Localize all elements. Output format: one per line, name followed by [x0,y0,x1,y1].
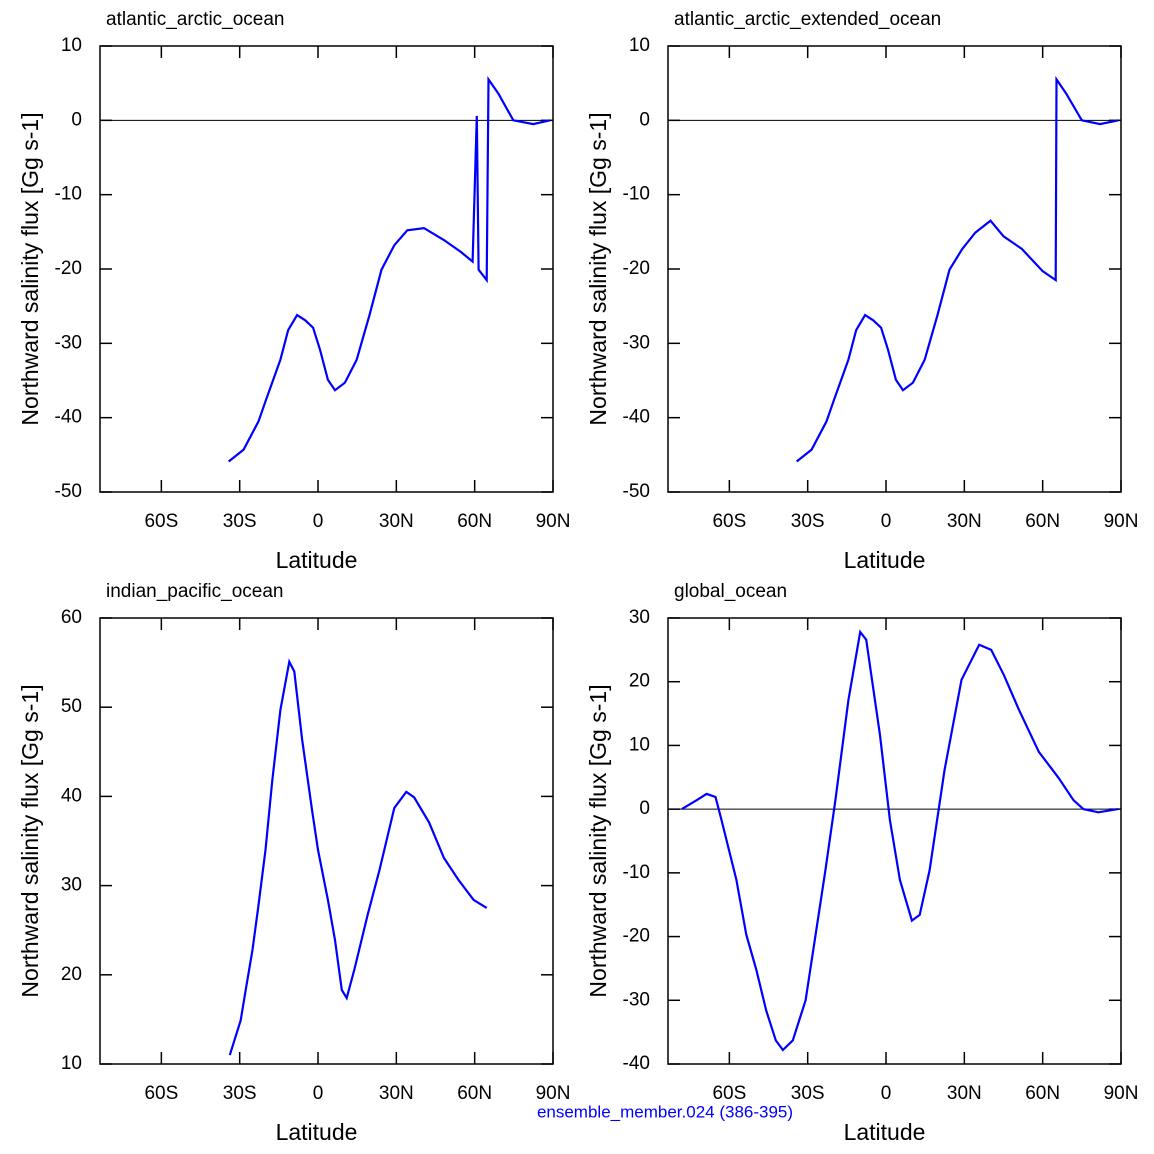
x-tick-label: 90N [1104,1083,1139,1104]
data-line [228,75,551,463]
x-tick-label: 60S [144,1083,178,1104]
y-tick-label: -40 [55,407,82,428]
y-tick-label: -10 [55,184,82,205]
x-tick-label: 0 [313,1083,324,1104]
annotation: ensemble_member.024 (386-395) [537,1102,793,1121]
y-tick-label: -30 [623,332,650,353]
y-axis-label: Northward salinity flux [Gg s-1] [17,684,43,997]
y-tick-label: -20 [55,258,82,279]
y-tick-label: 0 [71,109,82,130]
y-tick-label: -50 [55,481,82,502]
x-tick-label: 30N [947,511,982,532]
y-tick-label: -10 [623,184,650,205]
x-tick-label: 60N [457,1083,492,1104]
x-tick-label: 60N [1025,511,1060,532]
panel-title: atlantic_arctic_ocean [106,9,285,30]
x-tick-label: 30N [379,511,414,532]
y-axis-label: Northward salinity flux [Gg s-1] [585,684,611,997]
x-tick-label: 60S [144,511,178,532]
data-line [681,629,1119,1052]
data-line [796,75,1119,463]
panel-title: atlantic_arctic_extended_ocean [674,9,941,30]
y-tick-label: 20 [629,671,650,692]
plot-frame [667,617,1122,1065]
y-tick-label: -20 [623,926,650,947]
x-tick-label: 30S [791,511,825,532]
panel-title: indian_pacific_ocean [106,581,283,602]
y-tick-label: 10 [629,734,650,755]
x-axis-label: Latitude [276,547,358,573]
panel-title: global_ocean [674,581,787,602]
x-tick-label: 90N [536,511,571,532]
y-tick-label: -40 [623,407,650,428]
x-tick-label: 60S [712,511,746,532]
y-axis-label: Northward salinity flux [Gg s-1] [17,112,43,425]
y-tick-label: 50 [61,696,82,717]
x-tick-label: 0 [313,511,324,532]
y-tick-label: -40 [623,1053,650,1074]
x-tick-label: 0 [881,511,892,532]
y-tick-label: 10 [61,35,82,56]
x-tick-label: 0 [881,1083,892,1104]
y-tick-label: 10 [61,1053,82,1074]
x-tick-label: 30N [947,1083,982,1104]
x-tick-label: 60S [712,1083,746,1104]
x-tick-label: 30N [379,1083,414,1104]
x-tick-label: 60N [457,511,492,532]
y-tick-label: 30 [629,607,650,628]
y-tick-label: 10 [629,35,650,56]
y-axis-label: Northward salinity flux [Gg s-1] [585,112,611,425]
y-tick-label: 20 [61,964,82,985]
data-line [228,658,488,1056]
y-tick-label: 0 [639,109,650,130]
x-tick-label: 30S [223,511,257,532]
x-tick-label: 60N [1025,1083,1060,1104]
x-tick-label: 30S [791,1083,825,1104]
plot-frame [99,617,554,1065]
y-tick-label: 60 [61,607,82,628]
plot-frame [667,45,1122,493]
x-axis-label: Latitude [844,1119,926,1145]
x-tick-label: 90N [1104,511,1139,532]
y-tick-label: 0 [639,798,650,819]
y-tick-label: -30 [623,989,650,1010]
plot-frame [99,45,554,493]
y-tick-label: -30 [55,332,82,353]
x-axis-label: Latitude [844,547,926,573]
x-tick-label: 90N [536,1083,571,1104]
y-tick-label: -10 [623,862,650,883]
x-axis-label: Latitude [276,1119,358,1145]
y-tick-label: -20 [623,258,650,279]
y-tick-label: 40 [61,785,82,806]
y-tick-label: 30 [61,875,82,896]
y-tick-label: -50 [623,481,650,502]
x-tick-label: 30S [223,1083,257,1104]
